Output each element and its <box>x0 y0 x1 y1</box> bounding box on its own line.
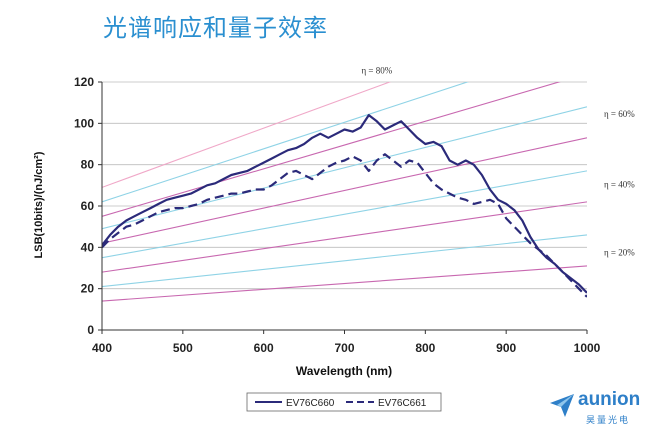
y-tick-label-100: 100 <box>74 116 94 130</box>
qe-label-2: η = 40% <box>604 179 635 189</box>
qe-line-45 <box>102 82 470 203</box>
legend-label-ev76c661: EV76C661 <box>378 398 427 409</box>
qe-line-30 <box>102 137 587 244</box>
qe-line-40 <box>102 82 561 217</box>
qe-line-20 <box>102 201 587 273</box>
tick-labels: 400 500 600 700 800 900 1000 0 20 40 60 80 100 120 <box>74 75 601 355</box>
x-tick-label-700: 700 <box>334 341 354 355</box>
x-tick-label-600: 600 <box>254 341 274 355</box>
y-tick-label-120: 120 <box>74 75 94 89</box>
qe-label-3: η = 20% <box>604 248 635 258</box>
x-tick-label-1000: 1000 <box>574 341 601 355</box>
y-tick-label-60: 60 <box>81 199 95 213</box>
series-line-ev76c660 <box>102 113 587 294</box>
qe-reference-lines <box>102 82 587 302</box>
x-tick-label-800: 800 <box>415 341 435 355</box>
brand-name: aunion <box>578 389 641 410</box>
grid-lines <box>102 81 587 331</box>
y-tick-label-80: 80 <box>81 158 95 172</box>
qe-line-25 <box>102 170 587 259</box>
qe-label-0: η = 80% <box>361 66 392 76</box>
brand-subtitle: 昊量光电 <box>586 416 631 426</box>
qe-label-1: η = 60% <box>604 109 635 119</box>
series-lines <box>102 113 587 298</box>
x-axis-label: Wavelength (nm) <box>296 364 392 378</box>
qe-line-10 <box>102 265 587 302</box>
qe-line-50 <box>102 82 392 188</box>
brand-logo: aunion 昊量光电 <box>548 389 648 429</box>
legend-label-ev76c660: EV76C660 <box>286 398 335 409</box>
y-tick-label-20: 20 <box>81 282 95 296</box>
y-tick-label-0: 0 <box>87 323 94 337</box>
y-axis-label: LSB(10bits)/(nJ/cm²) <box>33 151 45 258</box>
x-tick-label-400: 400 <box>92 341 112 355</box>
paper-plane-icon <box>550 394 574 417</box>
legend: EV76C660 EV76C661 <box>246 392 442 412</box>
legend-box <box>246 392 442 412</box>
x-tick-label-500: 500 <box>173 341 193 355</box>
page-title: 光谱响应和量子效率 <box>103 14 328 42</box>
x-tick-label-900: 900 <box>496 341 516 355</box>
qe-line-15 <box>102 234 587 288</box>
qe-labels: η = 80% η = 60% η = 40% η = 20% <box>361 66 635 258</box>
y-tick-label-40: 40 <box>81 240 95 254</box>
series-line-ev76c661 <box>102 153 587 298</box>
